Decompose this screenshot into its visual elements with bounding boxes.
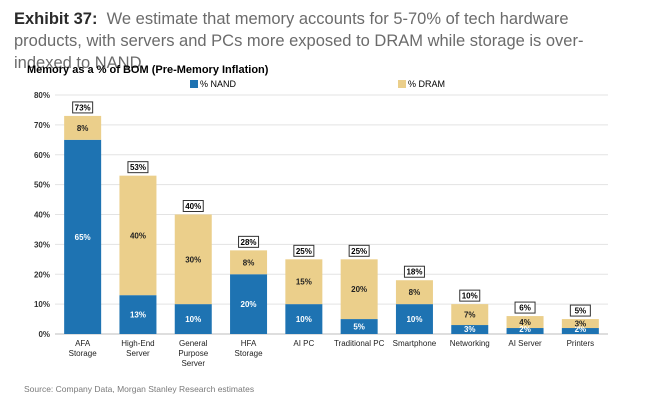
bar-dram xyxy=(451,304,489,326)
y-tick-label: 50% xyxy=(34,181,50,190)
data-label-dram: 30% xyxy=(185,255,201,264)
legend-nand-swatch xyxy=(190,80,198,88)
data-label-nand: 3% xyxy=(464,325,476,334)
total-box xyxy=(348,244,370,257)
bar-nand xyxy=(561,328,599,334)
data-label-nand: 10% xyxy=(185,315,201,324)
data-label-dram: 8% xyxy=(243,258,255,267)
bar-dram xyxy=(506,316,544,329)
bar-nand xyxy=(451,325,489,334)
total-box xyxy=(569,304,591,317)
exhibit-headline: Exhibit 37: We estimate that memory acco… xyxy=(14,8,639,74)
bar-dram xyxy=(119,175,157,296)
data-label-nand: 10% xyxy=(406,315,422,324)
data-label-dram: 8% xyxy=(409,288,421,297)
bar-nand xyxy=(395,304,433,334)
bar-nand xyxy=(230,274,268,334)
data-label-nand: 5% xyxy=(353,323,365,332)
bar-dram xyxy=(561,319,599,329)
bar-dram xyxy=(174,214,212,305)
total-label: 25% xyxy=(296,247,312,256)
x-category-label: Server xyxy=(126,349,150,358)
chart-title: Memory as a % of BOM (Pre-Memory Inflati… xyxy=(27,64,269,76)
x-category-label: Printers xyxy=(567,339,595,348)
x-category-label: Smartphone xyxy=(393,339,437,348)
bar-dram xyxy=(230,250,268,275)
total-label: 53% xyxy=(130,163,146,172)
y-tick-label: 60% xyxy=(34,151,50,160)
x-category-label: Server xyxy=(181,359,205,368)
data-label-dram: 8% xyxy=(77,124,89,133)
bar-dram xyxy=(64,115,102,140)
x-category-label: AI PC xyxy=(293,339,314,348)
total-box xyxy=(293,244,315,257)
y-tick-label: 40% xyxy=(34,211,50,220)
total-box xyxy=(514,301,536,314)
legend-dram-label: % DRAM xyxy=(408,79,446,89)
total-label: 25% xyxy=(351,247,367,256)
total-label: 40% xyxy=(185,202,201,211)
data-label-nand: 13% xyxy=(130,311,146,320)
y-tick-label: 20% xyxy=(34,270,50,279)
bar-dram xyxy=(395,280,433,305)
bar-nand xyxy=(506,328,544,334)
total-label: 28% xyxy=(241,238,257,247)
total-label: 10% xyxy=(462,292,478,301)
total-box xyxy=(403,265,425,278)
data-label-nand: 2% xyxy=(519,325,531,334)
data-label-nand: 10% xyxy=(296,315,312,324)
total-box xyxy=(459,289,481,302)
data-label-dram: 20% xyxy=(351,285,367,294)
x-category-label: Networking xyxy=(450,339,490,348)
y-tick-label: 70% xyxy=(34,121,50,130)
data-label-dram: 40% xyxy=(130,231,146,240)
bar-nand xyxy=(285,304,323,334)
y-tick-label: 10% xyxy=(34,300,50,309)
bar-nand xyxy=(340,319,378,334)
bar-nand xyxy=(119,295,157,334)
data-label-dram: 4% xyxy=(519,318,531,327)
legend-nand: % NAND xyxy=(190,79,236,89)
data-label-dram: 7% xyxy=(464,311,476,320)
bar-dram xyxy=(340,259,378,320)
total-box xyxy=(127,161,149,174)
total-label: 18% xyxy=(406,268,422,277)
exhibit-label: Exhibit 37: xyxy=(14,10,98,28)
bar-nand xyxy=(174,304,212,334)
bar-dram xyxy=(285,259,323,305)
legend-dram: % DRAM xyxy=(398,79,445,89)
data-label-nand: 2% xyxy=(575,325,587,334)
legend-nand-label: % NAND xyxy=(200,79,237,89)
y-tick-label: 80% xyxy=(34,91,50,100)
x-category-label: AFA xyxy=(75,339,91,348)
legend-dram-swatch xyxy=(398,80,406,88)
source-note: Source: Company Data, Morgan Stanley Res… xyxy=(24,384,255,394)
x-category-label: Storage xyxy=(69,349,98,358)
total-box xyxy=(72,101,94,114)
x-category-label: General xyxy=(179,339,208,348)
x-category-label: HFA xyxy=(241,339,257,348)
bar-nand xyxy=(64,139,102,334)
y-tick-label: 30% xyxy=(34,240,50,249)
x-category-label: Purpose xyxy=(178,349,208,358)
x-category-label: Storage xyxy=(235,349,264,358)
data-label-dram: 3% xyxy=(575,320,587,329)
x-category-label: Traditional PC xyxy=(334,339,385,348)
data-label-nand: 20% xyxy=(241,300,257,309)
total-box xyxy=(238,235,260,248)
total-label: 73% xyxy=(75,103,91,112)
x-category-label: High-End xyxy=(121,339,154,348)
exhibit-headline-text: We estimate that memory accounts for 5-7… xyxy=(14,10,584,72)
stacked-bar-chart: 0%10%20%30%40%50%60%70%80%65%8%73%AFASto… xyxy=(34,91,608,368)
total-box xyxy=(182,200,204,212)
x-category-label: AI Server xyxy=(508,339,542,348)
total-label: 5% xyxy=(575,307,587,316)
total-label: 6% xyxy=(519,304,531,313)
data-label-nand: 65% xyxy=(75,233,91,242)
data-label-dram: 15% xyxy=(296,278,312,287)
y-tick-label: 0% xyxy=(38,330,50,339)
